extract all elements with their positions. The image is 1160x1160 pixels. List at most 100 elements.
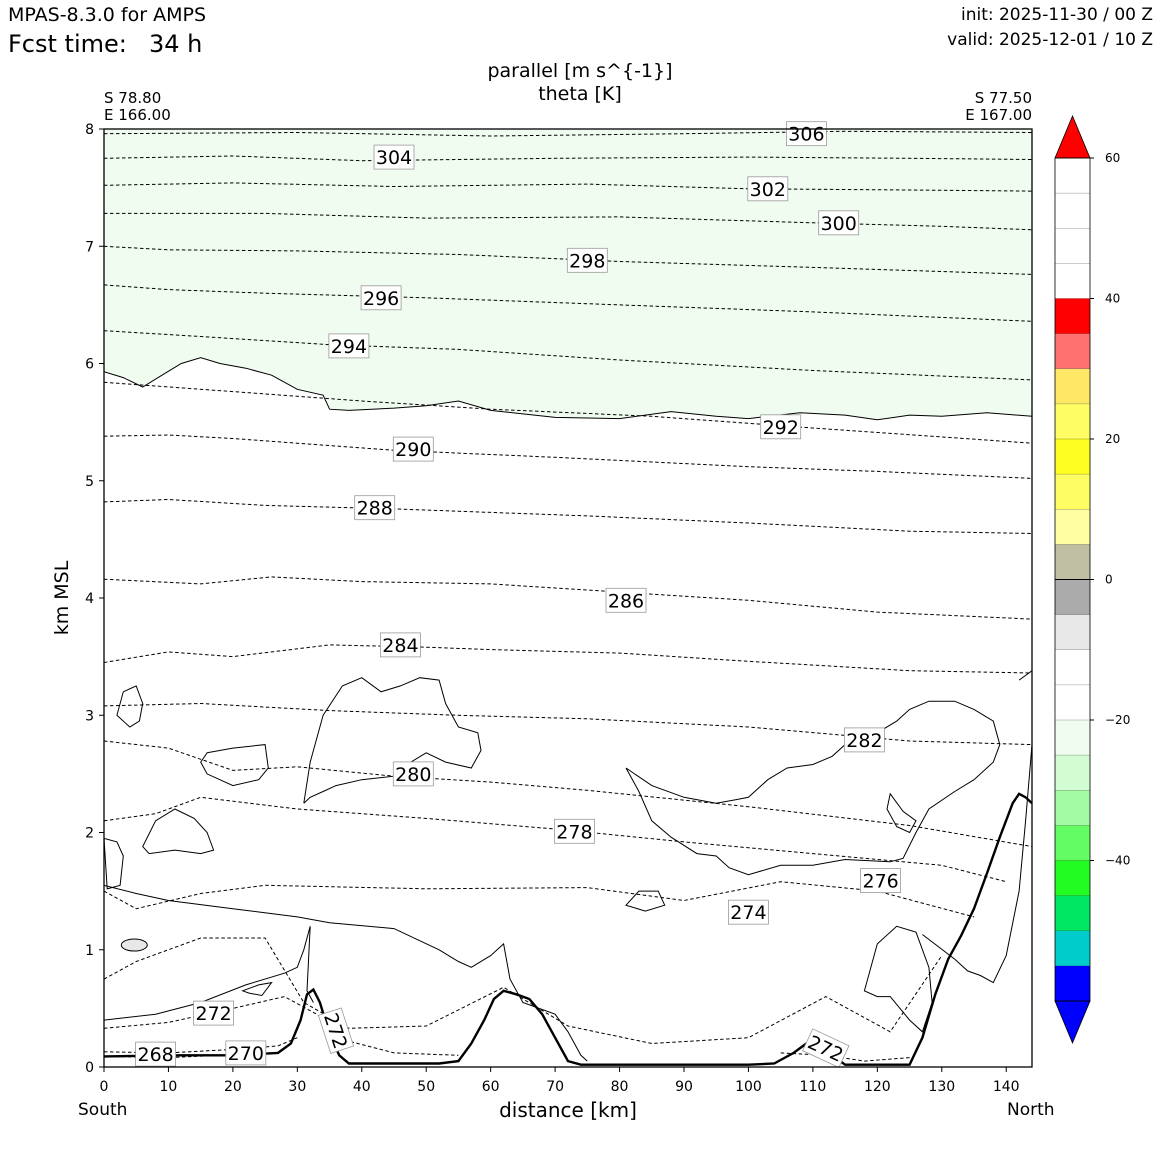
- y-tick-label: 3: [85, 708, 94, 724]
- colorbar-bin: [1055, 684, 1090, 720]
- contour-label-box: 278: [554, 818, 595, 844]
- theta-contour-288: [104, 498, 1032, 534]
- wind-blob: [120, 938, 148, 952]
- contour-label-bg: [135, 1041, 177, 1067]
- contour-label-bg: [802, 1028, 850, 1069]
- contour-label-294: 294: [331, 336, 367, 358]
- north-label: North: [1007, 1100, 1055, 1120]
- colorbar-bin: [1055, 333, 1090, 369]
- contour-label-box: 272: [193, 1000, 235, 1026]
- x-tick-label: 110: [800, 1079, 827, 1095]
- wind-contour-6: [863, 925, 933, 1033]
- colorbar-tick-label: 0: [1105, 573, 1113, 587]
- x-tick-label: 90: [675, 1079, 693, 1095]
- contour-label-274: 274: [730, 902, 766, 924]
- x-tick-label: 120: [864, 1079, 891, 1095]
- x-tick-label: 80: [611, 1079, 629, 1095]
- contour-label-box: 306: [786, 121, 827, 147]
- colorbar-extend-high: [1054, 114, 1091, 159]
- contour-label-288: 288: [357, 498, 393, 520]
- colorbar-bin: [1055, 439, 1090, 475]
- contour-label-box: 284: [379, 632, 421, 658]
- contour-label-bg: [360, 285, 402, 311]
- x-tick-label: 130: [928, 1079, 955, 1095]
- colorbar-bin: [1055, 720, 1090, 756]
- contour-label-bg: [392, 436, 434, 462]
- contour-label-box: 296: [360, 285, 402, 311]
- x-tick-label: 60: [482, 1079, 500, 1095]
- contour-label-302: 302: [750, 179, 786, 201]
- colorbar-tick-label: 40: [1105, 292, 1120, 306]
- init-time: init: 2025-11-30 / 00 Z: [960, 5, 1153, 25]
- wind-contour-5: [922, 670, 1032, 984]
- theta-contour-276: [104, 881, 975, 918]
- contour-label-box: 276: [860, 868, 901, 893]
- theta-contour-284: [104, 644, 1032, 674]
- wind-contour-2: [104, 926, 314, 1021]
- contour-label-bg: [760, 414, 802, 440]
- forecast-time-value: 34 h: [149, 30, 203, 58]
- contour-label-bg: [317, 1007, 355, 1054]
- contour-label-bg: [328, 333, 370, 359]
- x-tick-label: 30: [288, 1079, 306, 1095]
- contour-label-286: 286: [608, 590, 644, 612]
- contour-label-300: 300: [821, 213, 857, 235]
- contour-label-298: 298: [569, 250, 605, 272]
- colorbar-tick-label: 60: [1105, 151, 1120, 165]
- x-tick-label: 100: [735, 1079, 762, 1095]
- wind-contour-4: [625, 700, 1001, 876]
- theta-contour-282: [104, 702, 1032, 746]
- colorbar-bin: [1055, 965, 1090, 1001]
- colorbar-bin: [1055, 579, 1090, 615]
- theta-contour-302: [104, 182, 1032, 192]
- x-axis-label: distance [km]: [499, 1098, 637, 1122]
- forecast-time-label: Fcst time:: [8, 30, 127, 58]
- contour-label-box: 302: [747, 176, 789, 202]
- contour-label-272: 272: [195, 1003, 231, 1025]
- left-endpoint-lat: S 78.80: [104, 89, 162, 107]
- theta-contour-290: [104, 434, 1032, 479]
- contour-label-box: 294: [328, 333, 370, 359]
- colorbar-bin: [1055, 930, 1090, 966]
- shaded-wind-region: [104, 129, 1032, 420]
- colorbar-bin: [1055, 825, 1090, 861]
- contour-label-bg: [860, 868, 901, 893]
- wind-contour-1: [104, 884, 588, 1062]
- colorbar-tick-label: 20: [1105, 432, 1120, 446]
- colorbar-bin: [1055, 298, 1090, 334]
- contour-label-bg: [225, 1040, 267, 1066]
- contour-label-272: 272: [319, 1010, 351, 1051]
- plot-title-theta: theta [K]: [538, 83, 622, 105]
- contour-label-box: 270: [225, 1040, 267, 1066]
- right-endpoint-lon: E 167.00: [965, 106, 1032, 124]
- colorbar-tick-label: −20: [1105, 713, 1130, 727]
- contour-label-bg: [379, 632, 421, 658]
- contour-label-bg: [728, 899, 769, 925]
- right-endpoint-lat: S 77.50: [974, 89, 1032, 107]
- colorbar-bin: [1055, 509, 1090, 545]
- colorbar-bin: [1055, 544, 1090, 580]
- contour-label-276: 276: [862, 871, 898, 893]
- x-tick-label: 50: [417, 1079, 435, 1095]
- contour-label-box: 298: [566, 247, 608, 273]
- wind-contour-9: [142, 808, 215, 855]
- contour-label-box: 290: [392, 436, 434, 462]
- y-tick-label: 6: [85, 357, 94, 373]
- contour-label-box: 286: [605, 587, 647, 613]
- y-tick-label: 5: [85, 474, 94, 490]
- contour-label-bg: [566, 247, 608, 273]
- theta-contour-294: [104, 330, 1032, 381]
- contour-label-bg: [747, 176, 789, 202]
- colorbar-bin: [1055, 614, 1090, 650]
- contour-label-box: 300: [818, 210, 860, 236]
- colorbar-bin: [1055, 649, 1090, 685]
- contour-label-box: 280: [392, 761, 434, 787]
- contour-label-bg: [786, 121, 827, 147]
- theta-contour-292: [104, 381, 1032, 444]
- colorbar-extend-low: [1054, 1000, 1091, 1045]
- y-tick-label: 4: [85, 591, 94, 607]
- theta-contour-298: [104, 245, 1032, 275]
- contour-label-box: 288: [354, 495, 396, 521]
- colorbar-bin: [1055, 368, 1090, 404]
- y-tick-label: 1: [85, 943, 94, 959]
